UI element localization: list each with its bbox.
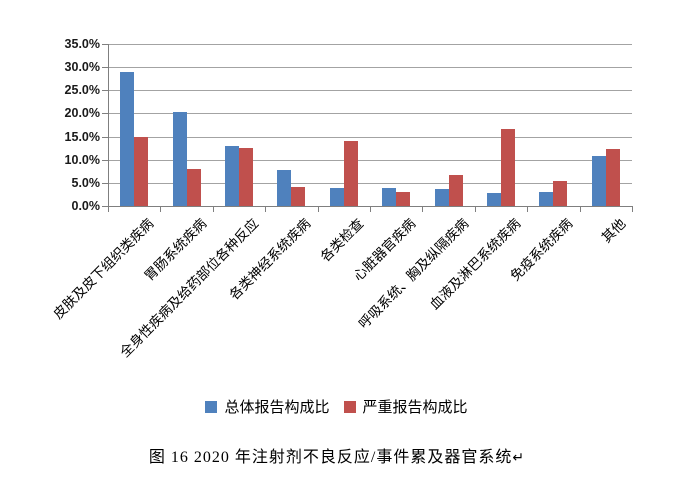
- y-axis-tick: [102, 67, 108, 69]
- figure-caption: 图 16 2020 年注射剂不良反应/事件累及器官系统↵: [0, 443, 673, 467]
- bar-total: [382, 188, 397, 206]
- y-axis-tick: [102, 44, 108, 45]
- plot-area: [108, 44, 632, 206]
- gridline: [108, 90, 632, 92]
- y-axis-tick: [102, 206, 108, 207]
- x-axis-tick: [527, 207, 529, 212]
- y-tick-label: 35.0%: [64, 37, 100, 51]
- y-axis-tick: [102, 182, 108, 184]
- y-tick-label: 10.0%: [64, 152, 100, 167]
- bar-serious: [501, 129, 515, 206]
- x-axis-tick: [108, 207, 109, 212]
- y-tick-label: 20.0%: [64, 106, 100, 121]
- y-axis-tick: [102, 136, 108, 138]
- bar-total: [487, 192, 501, 206]
- y-axis-line: [108, 44, 109, 207]
- x-axis-tick: [160, 207, 162, 212]
- x-axis-tick: [265, 207, 267, 212]
- legend-label-total: 总体报告构成比: [224, 400, 330, 416]
- x-axis-line: [108, 206, 633, 207]
- y-axis-tick: [102, 113, 108, 115]
- bar-serious: [239, 148, 253, 206]
- bar-total: [172, 112, 187, 206]
- category-label: 血液及淋巴系统疾病: [426, 215, 524, 313]
- legend-item-serious: 严重报告构成比: [343, 396, 468, 417]
- y-axis-tick: [102, 90, 108, 92]
- paragraph-return-mark: ↵: [512, 451, 525, 466]
- bar-serious: [448, 174, 463, 206]
- bar-total: [591, 156, 606, 206]
- x-axis-tick: [579, 207, 581, 212]
- y-tick-label: 0.0%: [71, 199, 101, 213]
- x-axis-tick: [632, 207, 633, 212]
- bar-total: [225, 145, 239, 206]
- x-axis-tick: [370, 207, 371, 212]
- x-axis-tick: [422, 207, 424, 212]
- y-tick-label: 25.0%: [64, 83, 100, 98]
- bar-serious: [134, 136, 149, 206]
- gridline: [108, 159, 632, 161]
- y-tick-label: 30.0%: [64, 60, 100, 75]
- legend-item-total: 总体报告构成比: [205, 396, 330, 417]
- x-axis-tick: [212, 207, 214, 212]
- x-axis-tick: [317, 207, 319, 212]
- bar-serious: [605, 148, 620, 206]
- bar-serious: [396, 192, 411, 206]
- gridline: [108, 113, 632, 115]
- gridline: [108, 67, 632, 69]
- bar-serious: [553, 180, 568, 206]
- chart-legend: 总体报告构成比 严重报告构成比: [0, 396, 673, 417]
- legend-swatch-total: [205, 400, 218, 413]
- bar-total: [539, 192, 554, 206]
- bar-total: [277, 170, 292, 206]
- bar-serious: [291, 187, 306, 206]
- bar-serious: [186, 168, 201, 206]
- bar-total: [329, 187, 344, 206]
- legend-swatch-serious: [343, 400, 356, 413]
- bar-serious: [343, 141, 358, 206]
- y-tick-label: 15.0%: [64, 129, 100, 144]
- gridline: [108, 136, 632, 138]
- x-axis-tick: [474, 207, 476, 212]
- category-label: 其他: [598, 215, 629, 246]
- bar-total: [434, 188, 449, 206]
- gridline: [108, 182, 632, 184]
- y-tick-label: 5.0%: [71, 175, 101, 190]
- bar-total: [120, 72, 135, 206]
- gridline: [108, 44, 632, 45]
- legend-label-serious: 严重报告构成比: [362, 400, 468, 416]
- figure-caption-text: 图 16 2020 年注射剂不良反应/事件累及器官系统: [148, 449, 513, 466]
- y-axis-tick: [102, 159, 108, 161]
